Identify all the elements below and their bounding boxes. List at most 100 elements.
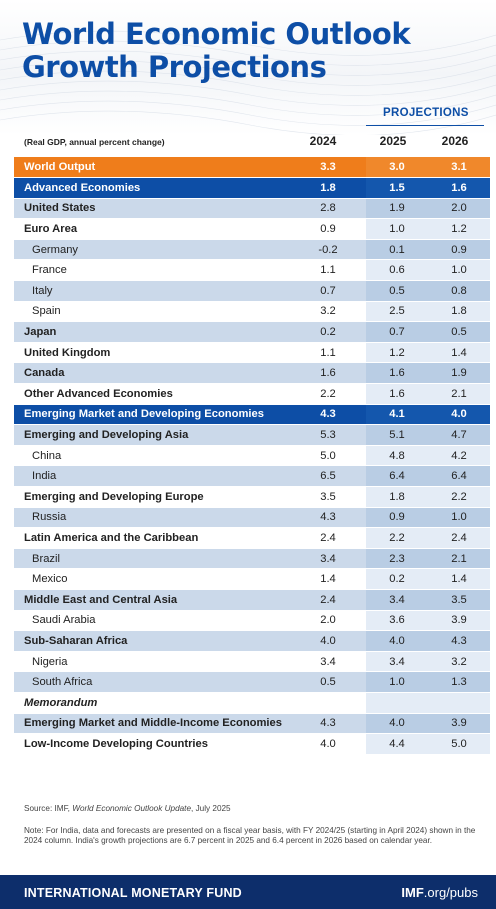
row-name: Spain — [14, 301, 290, 323]
table-row: Nigeria 3.4 3.4 3.2 — [14, 651, 490, 673]
row-name: Nigeria — [14, 651, 290, 673]
table-row: United States 2.8 1.9 2.0 — [14, 198, 490, 220]
value-2026: 2.0 — [428, 198, 490, 220]
page-title: World Economic Outlook Growth Projection… — [22, 18, 482, 84]
value-2026: 3.9 — [428, 713, 490, 735]
value-2024: 4.3 — [290, 507, 366, 529]
table-row: Spain 3.2 2.5 1.8 — [14, 301, 490, 323]
row-name: Mexico — [14, 568, 290, 590]
source-prefix: Source: IMF, — [24, 804, 73, 813]
value-2026: 0.5 — [428, 321, 490, 343]
value-2025: 2.2 — [366, 527, 428, 549]
value-2026: 1.8 — [428, 301, 490, 323]
column-header-2024: 2024 — [309, 134, 337, 148]
value-2025: 0.1 — [366, 239, 428, 261]
value-2024: 4.0 — [290, 733, 366, 755]
value-2024: 4.3 — [290, 404, 366, 426]
header-background — [0, 0, 496, 135]
value-2025: 1.9 — [366, 198, 428, 220]
value-2025: 1.6 — [366, 362, 428, 385]
row-name: Other Advanced Economies — [14, 383, 290, 405]
value-2024: 1.6 — [290, 362, 366, 385]
value-2024: 2.8 — [290, 198, 366, 220]
row-name: Canada — [14, 362, 290, 385]
value-2024: -0.2 — [290, 239, 366, 261]
value-2025: 4.0 — [366, 630, 428, 652]
value-2026: 1.9 — [428, 362, 490, 385]
value-2024: 1.1 — [290, 342, 366, 364]
row-name: United Kingdom — [14, 342, 290, 364]
footer-url-link[interactable]: IMF.org/pubs — [401, 885, 478, 900]
value-2024: 3.3 — [290, 157, 366, 179]
column-header-2026: 2026 — [441, 134, 469, 148]
url-bold: IMF — [401, 885, 424, 900]
value-2025: 3.0 — [366, 157, 428, 179]
value-2025: 1.8 — [366, 486, 428, 508]
value-2024: 3.2 — [290, 301, 366, 323]
row-name: United States — [14, 198, 290, 220]
value-2026: 5.0 — [428, 733, 490, 755]
value-2026: 3.5 — [428, 589, 490, 611]
row-name: Latin America and the Caribbean — [14, 527, 290, 549]
row-name: Emerging Market and Middle-Income Econom… — [14, 713, 290, 735]
projections-label: PROJECTIONS — [383, 107, 469, 119]
value-2025: 4.4 — [366, 733, 428, 755]
row-name: Emerging and Developing Asia — [14, 424, 290, 446]
value-2024: 4.0 — [290, 630, 366, 652]
value-2025: 1.0 — [366, 671, 428, 693]
value-2025: 1.5 — [366, 177, 428, 199]
value-2024: 1.8 — [290, 177, 366, 199]
projections-rule — [366, 125, 484, 126]
value-2025: 1.6 — [366, 383, 428, 405]
row-name: India — [14, 465, 290, 487]
value-2025 — [366, 692, 428, 714]
value-2025: 0.7 — [366, 321, 428, 343]
url-light: .org/pubs — [423, 885, 478, 900]
row-name: Russia — [14, 507, 290, 529]
value-2026: 0.9 — [428, 239, 490, 261]
table-row: Emerging and Developing Europe 3.5 1.8 2.2 — [14, 486, 490, 508]
footer-organization: INTERNATIONAL MONETARY FUND — [24, 886, 242, 900]
table-row: China 5.0 4.8 4.2 — [14, 445, 490, 467]
growth-projections-table: World Output 3.3 3.0 3.1 Advanced Economies 1… — [14, 157, 490, 755]
table-description: (Real GDP, annual percent change) — [24, 137, 165, 147]
value-2024 — [290, 692, 366, 714]
value-2026: 0.8 — [428, 280, 490, 302]
value-2024: 1.4 — [290, 568, 366, 590]
row-name: Brazil — [14, 548, 290, 570]
value-2026 — [428, 692, 490, 714]
value-2026: 1.0 — [428, 259, 490, 282]
value-2024: 6.5 — [290, 465, 366, 487]
value-2025: 3.6 — [366, 610, 428, 632]
table-row: Japan 0.2 0.7 0.5 — [14, 321, 490, 343]
row-name: Memorandum — [14, 692, 290, 714]
row-name: South Africa — [14, 671, 290, 693]
row-name: Saudi Arabia — [14, 610, 290, 632]
source-publication: World Economic Outlook Update — [72, 804, 192, 813]
value-2026: 1.4 — [428, 342, 490, 364]
value-2024: 0.2 — [290, 321, 366, 343]
value-2025: 4.8 — [366, 445, 428, 467]
source-note: Source: IMF, World Economic Outlook Upda… — [24, 804, 231, 813]
footer-bar: INTERNATIONAL MONETARY FUND IMF.org/pubs — [0, 875, 496, 909]
value-2024: 2.4 — [290, 527, 366, 549]
row-name: Advanced Economies — [14, 177, 290, 199]
value-2024: 3.4 — [290, 548, 366, 570]
value-2024: 2.4 — [290, 589, 366, 611]
table-row: Saudi Arabia 2.0 3.6 3.9 — [14, 610, 490, 632]
row-name: Euro Area — [14, 218, 290, 240]
value-2025: 6.4 — [366, 465, 428, 487]
value-2024: 0.5 — [290, 671, 366, 693]
row-name: France — [14, 259, 290, 282]
table-row: Low-Income Developing Countries 4.0 4.4 5.0 — [14, 733, 490, 755]
value-2026: 2.1 — [428, 383, 490, 405]
table-row: Latin America and the Caribbean 2.4 2.2 2.4 — [14, 527, 490, 549]
table-row: Memorandum — [14, 692, 490, 714]
value-2025: 5.1 — [366, 424, 428, 446]
value-2024: 0.7 — [290, 280, 366, 302]
value-2025: 0.6 — [366, 259, 428, 282]
value-2025: 1.0 — [366, 218, 428, 240]
table-row: Emerging Market and Middle-Income Econom… — [14, 713, 490, 735]
row-name: Sub-Saharan Africa — [14, 630, 290, 652]
table-row: Emerging Market and Developing Economies… — [14, 404, 490, 426]
